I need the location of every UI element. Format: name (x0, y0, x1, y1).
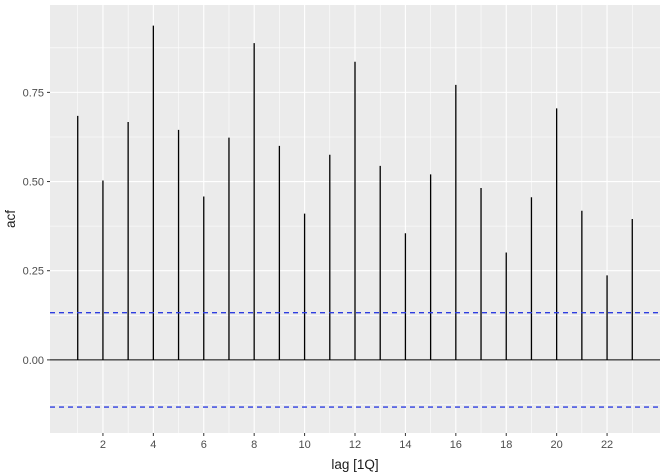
x-tick-label: 22 (601, 439, 613, 451)
x-tick-label: 20 (551, 439, 563, 451)
x-tick-label: 12 (349, 439, 361, 451)
x-axis: 2 4 6 8 10 12 14 16 18 20 22 (100, 433, 613, 451)
x-tick-label: 8 (251, 439, 257, 451)
x-tick-label: 18 (500, 439, 512, 451)
x-tick-label: 16 (450, 439, 462, 451)
confidence-bounds (50, 312, 660, 408)
acf-bars (77, 25, 633, 360)
x-tick-label: 2 (100, 439, 106, 451)
x-tick-label: 6 (201, 439, 207, 451)
x-tick-label: 4 (150, 439, 156, 451)
y-axis: 0.00 0.25 0.50 0.75 (23, 87, 50, 367)
y-tick-label: 0.25 (23, 266, 44, 278)
x-tick-label: 14 (399, 439, 411, 451)
y-tick-label: 0.00 (23, 355, 44, 367)
y-tick-label: 0.50 (23, 177, 44, 189)
x-tick-label: 10 (298, 439, 310, 451)
y-tick-label: 0.75 (23, 87, 44, 99)
y-axis-title: acf (3, 210, 18, 228)
x-axis-title: lag [1Q] (331, 457, 378, 472)
